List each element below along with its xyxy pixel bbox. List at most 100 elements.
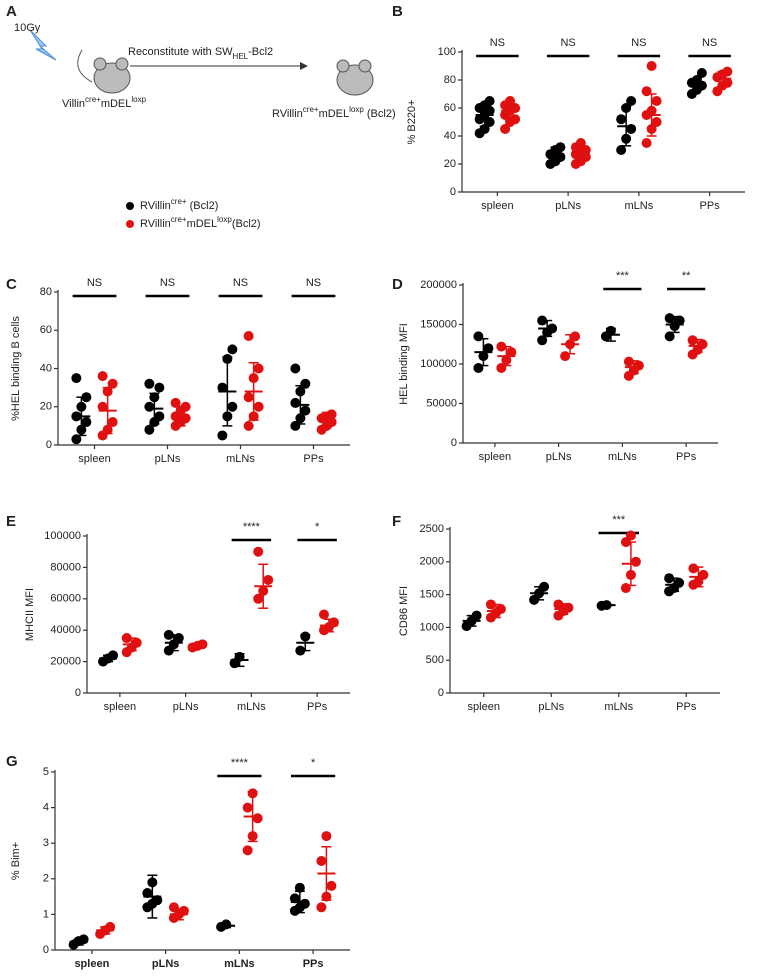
data-point xyxy=(121,633,132,644)
data-point xyxy=(326,409,337,420)
data-point xyxy=(563,602,574,613)
y-tick-label: 80000 xyxy=(50,561,81,573)
data-point xyxy=(243,330,254,341)
data-point xyxy=(154,411,165,422)
text-part: RVillin xyxy=(140,200,171,212)
y-tick-label: 200000 xyxy=(420,279,457,291)
data-point xyxy=(227,401,238,412)
data-point xyxy=(253,593,264,604)
data-point xyxy=(253,363,264,374)
y-axis-label: % Bim+ xyxy=(10,842,22,880)
legend-label: RVillincre+ (Bcl2) xyxy=(140,197,218,212)
y-tick-label: 20000 xyxy=(50,656,81,668)
data-point xyxy=(620,583,631,594)
y-tick-label: 0 xyxy=(451,437,457,449)
y-tick-label: 100 xyxy=(438,46,456,58)
y-tick-label: 80 xyxy=(444,74,456,86)
y-tick-label: 3 xyxy=(43,837,49,849)
mouse-icon xyxy=(77,49,131,94)
data-point xyxy=(473,331,484,342)
y-tick-label: 40000 xyxy=(50,624,81,636)
y-tick-label: 2 xyxy=(43,873,49,885)
data-point xyxy=(71,434,82,445)
x-tick-label: mLNs xyxy=(237,701,266,713)
data-point xyxy=(316,902,327,913)
text-part: cre+ xyxy=(303,105,319,114)
data-point xyxy=(696,68,707,78)
significance-label: NS xyxy=(233,277,248,289)
y-tick-label: 0 xyxy=(450,186,456,198)
x-tick-label: pLNs xyxy=(546,451,572,463)
data-point xyxy=(674,315,685,326)
y-tick-label: 60 xyxy=(444,102,456,114)
data-point xyxy=(326,880,337,891)
y-axis-label: % B220+ xyxy=(406,100,418,145)
data-point xyxy=(300,405,311,416)
mouse-icon xyxy=(336,59,374,96)
text-part: loxp xyxy=(349,105,364,114)
data-point xyxy=(71,373,82,384)
x-tick-label: pLNs xyxy=(152,958,180,970)
x-tick-label: spleen xyxy=(78,453,110,465)
panel-letter: A xyxy=(6,3,17,20)
y-tick-label: 2000 xyxy=(420,556,444,568)
data-point xyxy=(321,831,332,842)
y-tick-label: 100000 xyxy=(44,530,81,542)
data-point xyxy=(646,61,657,71)
data-point xyxy=(560,351,571,362)
data-point xyxy=(170,397,181,408)
data-point xyxy=(168,902,179,913)
data-point xyxy=(626,96,637,106)
y-tick-label: 40 xyxy=(40,362,52,374)
panel-letter: D xyxy=(392,276,403,293)
dose-label: 10Gy xyxy=(14,22,41,34)
recipient-label: RVillincre+mDELloxp (Bcl2) xyxy=(272,105,396,120)
data-point xyxy=(687,335,698,346)
x-tick-label: mLNs xyxy=(604,701,633,713)
text-part: loxp xyxy=(131,95,146,104)
data-point xyxy=(144,401,155,412)
data-point xyxy=(500,124,511,134)
x-tick-label: spleen xyxy=(479,451,511,463)
data-point xyxy=(664,331,675,342)
y-tick-label: 500 xyxy=(426,654,444,666)
data-point xyxy=(81,417,92,428)
arrow-head xyxy=(300,62,308,70)
data-point xyxy=(674,577,685,588)
y-tick-label: 100000 xyxy=(420,358,457,370)
y-tick-label: 0 xyxy=(75,687,81,699)
data-point xyxy=(570,331,581,342)
text-part: cre+ xyxy=(171,215,187,224)
data-point xyxy=(630,556,641,567)
significance-label: NS xyxy=(560,37,575,49)
data-point xyxy=(300,378,311,389)
data-point xyxy=(107,378,118,389)
significance-label: **** xyxy=(243,521,261,533)
text-part: mDEL xyxy=(319,108,350,120)
y-tick-label: 20 xyxy=(444,158,456,170)
data-point xyxy=(227,344,238,355)
text-part: cre+ xyxy=(85,95,101,104)
data-point xyxy=(299,898,310,909)
data-point xyxy=(97,401,108,412)
significance-label: NS xyxy=(490,37,505,49)
y-tick-label: 60000 xyxy=(50,593,81,605)
x-tick-label: mLNs xyxy=(224,958,255,970)
data-point xyxy=(537,335,548,346)
significance-label: *** xyxy=(616,270,630,282)
data-point xyxy=(473,362,484,373)
arrow-label: Reconstitute with SWHEL-Bcl2 xyxy=(128,46,273,61)
data-point xyxy=(506,347,517,358)
data-point xyxy=(253,401,264,412)
y-tick-label: 1000 xyxy=(420,621,444,633)
panel-letter: G xyxy=(6,753,18,770)
donor-label: Villincre+mDELloxp xyxy=(62,95,147,110)
significance-label: * xyxy=(311,757,316,769)
y-tick-label: 0 xyxy=(438,687,444,699)
y-tick-label: 150000 xyxy=(420,318,457,330)
legend-marker xyxy=(126,220,134,228)
x-tick-label: spleen xyxy=(481,200,513,212)
x-tick-label: PPs xyxy=(307,701,328,713)
panel-letter: F xyxy=(392,513,401,530)
